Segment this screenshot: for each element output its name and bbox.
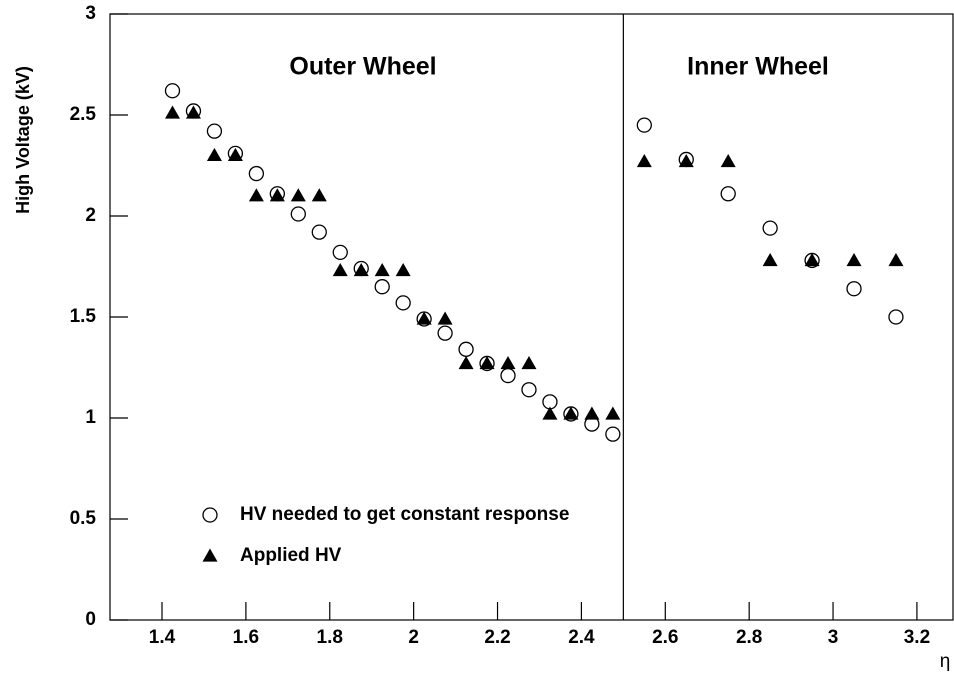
point	[164, 105, 180, 119]
y-tick-label: 0	[85, 609, 96, 630]
point	[500, 367, 516, 384]
point	[185, 105, 201, 119]
point	[720, 153, 736, 168]
point	[542, 406, 558, 420]
y-tick-label: 2	[85, 205, 96, 226]
point	[636, 117, 652, 133]
point	[720, 186, 736, 202]
point	[678, 153, 694, 168]
point	[846, 252, 862, 267]
point	[458, 341, 474, 357]
x-tick-label: 2.2	[484, 627, 510, 648]
point	[500, 355, 516, 370]
point	[888, 252, 904, 267]
point	[311, 188, 327, 202]
y-axis-label: High Voltage (kV)	[13, 66, 33, 214]
point	[395, 295, 411, 311]
point	[479, 355, 495, 370]
point	[437, 311, 453, 325]
point	[846, 281, 862, 297]
legend-label: HV needed to get constant response	[240, 504, 569, 525]
point	[804, 252, 820, 267]
point	[762, 252, 778, 267]
y-tick-label: 1	[85, 407, 96, 428]
x-tick-label: 2.6	[652, 627, 678, 648]
point	[290, 188, 306, 202]
point	[458, 355, 474, 370]
point	[416, 311, 432, 325]
y-tick-label: 0.5	[70, 508, 97, 529]
x-axis-label: η	[940, 651, 951, 672]
point	[248, 165, 265, 182]
point	[332, 244, 348, 261]
point	[605, 406, 621, 420]
x-tick-label: 1.4	[149, 627, 176, 648]
point	[311, 224, 327, 240]
x-tick-label: 1.6	[233, 627, 259, 648]
point	[395, 263, 411, 277]
x-tick-label: 2.4	[568, 627, 595, 648]
point	[164, 83, 181, 99]
legend-marker	[202, 507, 218, 523]
point	[269, 188, 285, 202]
legend-label: Applied HV	[240, 545, 342, 566]
point	[437, 325, 453, 341]
point	[888, 309, 904, 325]
point	[374, 263, 390, 277]
y-tick-label: 2.5	[70, 104, 97, 125]
point	[290, 206, 306, 222]
point	[206, 147, 222, 162]
point	[584, 406, 600, 420]
y-tick-label: 3	[85, 3, 96, 24]
point	[353, 263, 369, 277]
x-tick-label: 2.8	[736, 627, 762, 648]
point	[332, 263, 348, 277]
x-tick-label: 1.8	[317, 627, 343, 648]
point	[605, 426, 621, 442]
point	[563, 406, 579, 420]
point	[227, 147, 243, 162]
point	[521, 382, 537, 398]
point	[636, 153, 652, 168]
x-tick-label: 3.2	[904, 627, 930, 648]
point	[374, 279, 390, 295]
plot-frame	[109, 13, 954, 621]
point	[248, 188, 264, 202]
point	[762, 220, 778, 236]
annotation: Inner Wheel	[687, 53, 829, 81]
x-tick-label: 3	[828, 627, 839, 648]
point	[206, 123, 223, 139]
x-tick-label: 2	[408, 627, 419, 648]
legend-marker	[202, 548, 218, 562]
y-tick-label: 1.5	[70, 306, 97, 327]
annotation: Outer Wheel	[289, 53, 436, 81]
point	[521, 355, 537, 370]
